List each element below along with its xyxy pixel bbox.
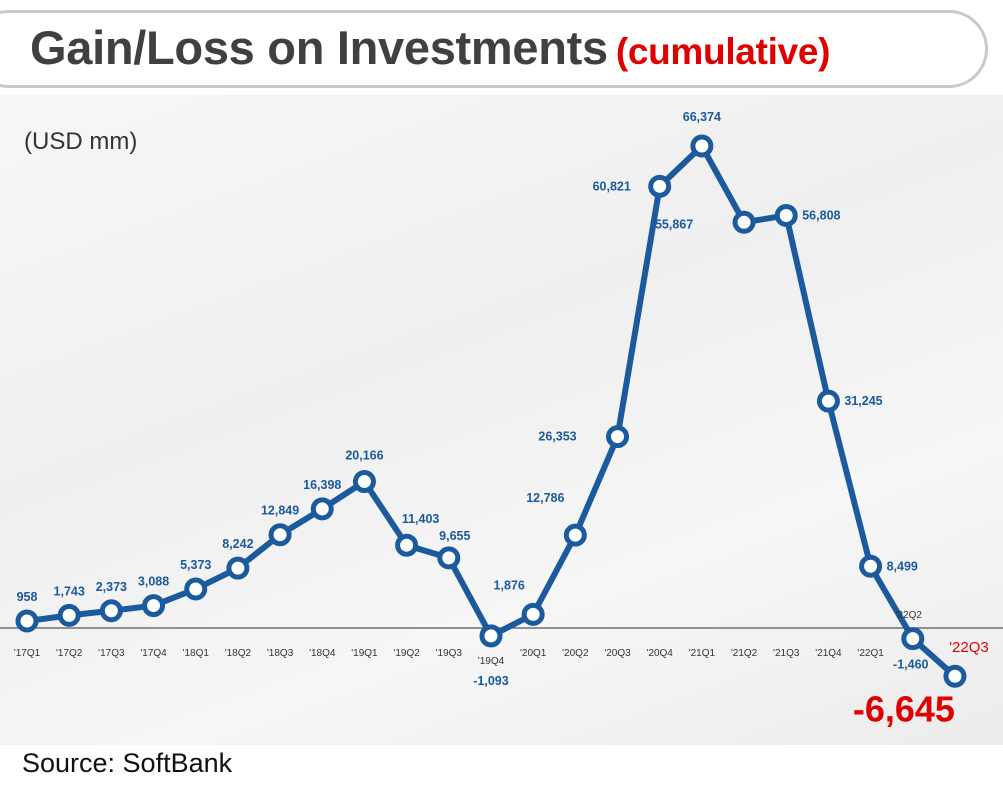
title-banner [0,10,988,88]
value-label-15: 60,821 [593,179,631,193]
data-point-20Q3 [606,425,630,449]
tick-label-8: '19Q1 [351,648,378,659]
chart-marks: 958 '17Q1 1,743 '17Q2 2,373 '17Q3 3,088 '17Q4 5,… [14,110,989,729]
tick-label-22: '22Q3 [949,639,989,656]
data-point-21Q4 [816,389,840,413]
value-label-0: 958 [17,590,38,604]
value-label-17: 55,867 [655,217,693,231]
tick-label-0: '17Q1 [14,648,41,659]
title-note: (cumulative) [615,31,831,72]
tick-label-13: '20Q2 [562,648,589,659]
value-label-1: 1,743 [54,584,85,598]
value-label-9: 11,403 [402,512,440,526]
source-note: Source: SoftBank [22,748,233,778]
tick-label-21: '22Q2 [896,610,923,621]
value-label-11: -1,093 [473,674,508,688]
value-label-13: 12,786 [526,491,564,505]
tick-label-7: '18Q4 [309,648,336,659]
data-point-17Q1 [15,609,39,633]
data-point-17Q2 [57,603,81,627]
value-label-5: 8,242 [222,537,253,551]
value-label-6: 12,849 [261,504,299,518]
data-point-18Q2 [226,556,250,580]
tick-label-14: '20Q3 [604,648,631,659]
chart-title: Gain/Loss on Investments (cumulative) [30,20,830,75]
data-point-18Q1 [184,577,208,601]
title-main: Gain/Loss on Investments [30,21,608,74]
tick-label-5: '18Q2 [225,648,252,659]
data-point-22Q2 [901,627,925,651]
tick-label-17: '21Q2 [731,648,758,659]
series-line [26,143,957,679]
units-label: (USD mm) [24,128,138,155]
value-label-10: 9,655 [439,529,470,543]
data-point-19Q3 [437,546,461,570]
tick-label-19: '21Q4 [815,648,842,659]
tick-label-12: '20Q1 [520,648,547,659]
data-point-19Q4 [479,624,503,648]
data-point-20Q1 [521,602,545,626]
value-label-18: 56,808 [802,208,840,222]
value-label-16: 66,374 [683,110,721,124]
value-label-21: -1,460 [893,658,928,672]
tick-label-10: '19Q3 [436,648,463,659]
value-label-7: 16,398 [303,478,341,492]
data-point-18Q4 [310,497,334,521]
tick-label-11: '19Q4 [478,656,505,667]
data-point-17Q3 [99,599,123,623]
tick-label-15: '20Q4 [647,648,674,659]
tick-label-4: '18Q1 [183,648,210,659]
value-label-19: 31,245 [844,394,882,408]
tick-label-6: '18Q3 [267,648,294,659]
value-label-20: 8,499 [887,559,918,573]
value-label-22: -6,645 [853,688,955,729]
data-point-20Q4 [648,174,672,198]
data-point-22Q1 [859,554,883,578]
tick-label-18: '21Q3 [773,648,800,659]
data-point-21Q2 [732,210,756,234]
data-point-20Q2 [563,523,587,547]
data-point-19Q2 [395,533,419,557]
tick-label-3: '17Q4 [140,648,167,659]
value-label-8: 20,166 [345,449,383,463]
value-label-4: 5,373 [180,558,211,572]
value-label-3: 3,088 [138,575,169,589]
tick-label-2: '17Q3 [98,648,125,659]
data-point-17Q4 [142,594,166,618]
tick-label-1: '17Q2 [56,648,83,659]
value-label-14: 26,353 [538,430,576,444]
data-point-19Q1 [352,470,376,494]
data-point-21Q1 [690,134,714,158]
data-point-21Q3 [774,203,798,227]
data-point-18Q3 [268,523,292,547]
tick-label-20: '22Q1 [857,648,884,659]
tick-label-9: '19Q2 [393,648,420,659]
data-point-22Q3 [943,664,967,688]
value-label-2: 2,373 [96,580,127,594]
value-label-12: 1,876 [494,578,525,592]
tick-label-16: '21Q1 [689,648,716,659]
